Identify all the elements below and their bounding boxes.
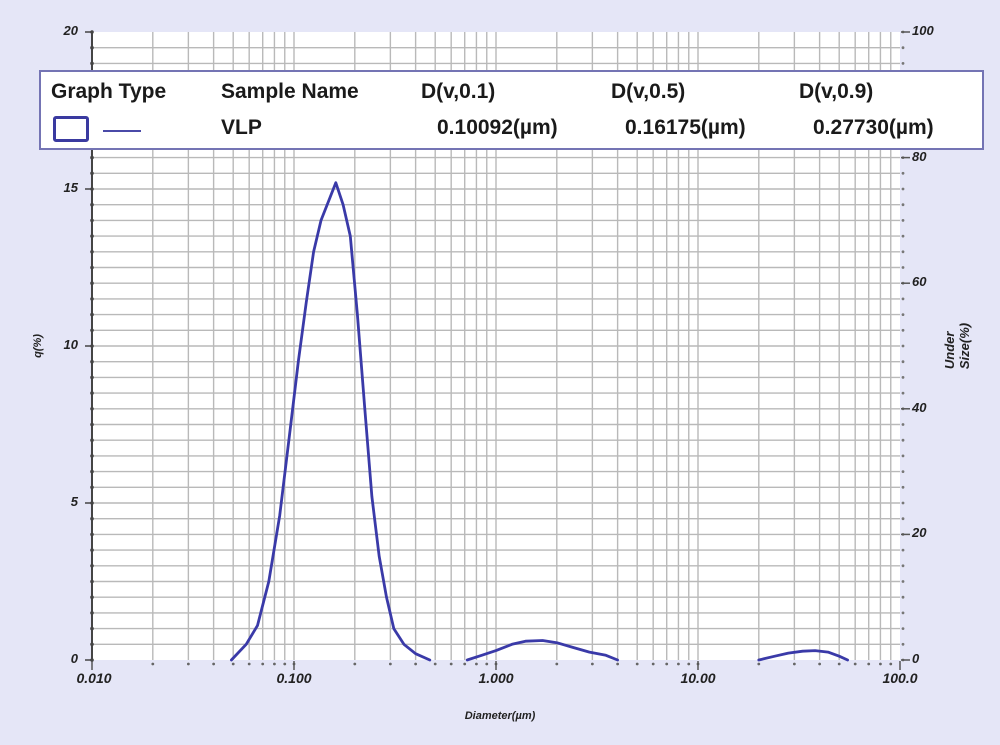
distribution-curve: [465, 639, 619, 662]
legend-header-d10: D(v,0.1): [421, 80, 496, 103]
distribution-curve: [757, 649, 849, 662]
y-left-tick-label: 20: [63, 23, 78, 38]
graph-type-box-icon: [53, 116, 89, 142]
legend-box: Graph Type Sample Name D(v,0.1) D(v,0.5)…: [39, 70, 984, 150]
legend-header-sample-name: Sample Name: [221, 80, 359, 103]
legend-d10-value: 0.10092(µm): [437, 116, 558, 139]
x-tick-label: 0.010: [76, 670, 112, 686]
y-right-tick-label: 80: [912, 149, 927, 164]
x-tick-label: 1.000: [478, 670, 514, 686]
y-right-tick-label: 60: [912, 274, 927, 289]
legend-sample-name: VLP: [221, 116, 262, 139]
x-axis-title: Diameter(µm): [464, 710, 536, 722]
x-tick-label: 0.100: [276, 670, 312, 686]
legend-header-d90: D(v,0.9): [799, 80, 874, 103]
legend-header-graph-type: Graph Type: [51, 80, 167, 103]
y-left-tick-label: 15: [63, 180, 78, 195]
y-left-tick-label: 10: [63, 337, 78, 352]
x-tick-label: 100.0: [882, 670, 918, 686]
legend-header-d50: D(v,0.5): [611, 80, 686, 103]
legend-d90-value: 0.27730(µm): [813, 116, 934, 139]
y-right-axis-title: Under Size(%): [942, 322, 972, 370]
y-right-tick-label: 0: [912, 651, 920, 666]
y-right-tick-label: 100: [912, 23, 934, 38]
distribution-curve: [229, 181, 432, 662]
y-right-tick-label: 20: [912, 525, 927, 540]
y-left-axis-title: q(%): [32, 334, 44, 358]
legend-d50-value: 0.16175(µm): [625, 116, 746, 139]
line-series-icon: [103, 130, 141, 132]
y-left-tick-label: 5: [70, 494, 78, 509]
y-left-tick-label: 0: [70, 651, 78, 666]
x-tick-label: 10.00: [680, 670, 716, 686]
y-right-tick-label: 40: [912, 400, 927, 415]
